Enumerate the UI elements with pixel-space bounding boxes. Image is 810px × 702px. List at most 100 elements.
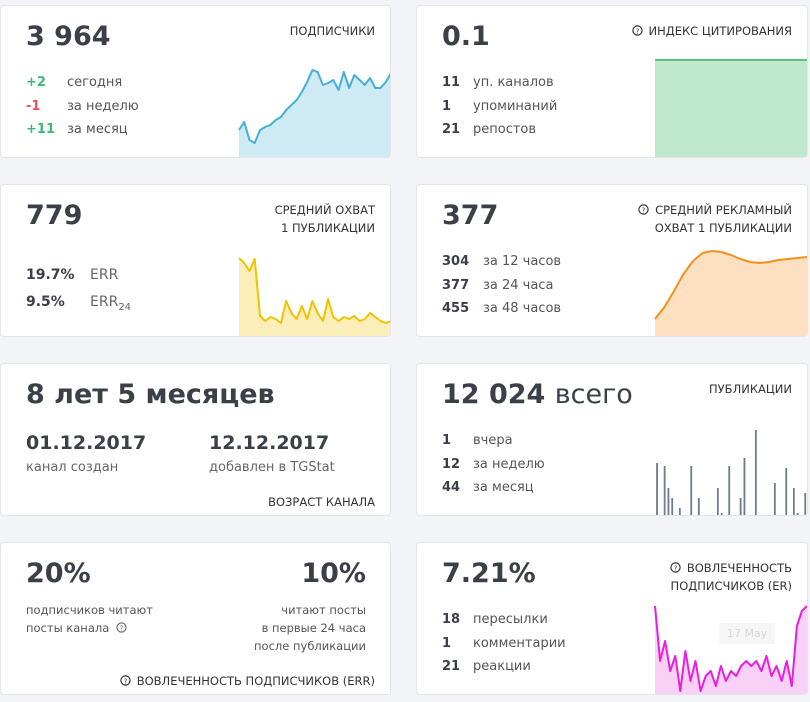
percent-value: 10% [301, 558, 366, 589]
card-citation[interactable]: 0.1 ? ИНДЕКС ЦИТИРОВАНИЯ 11 уп. каналов 1 у… [416, 5, 808, 158]
area-fill [655, 251, 807, 336]
stat-value: 377 [442, 277, 470, 293]
card-value: 779 [26, 200, 83, 231]
percent-text: подписчиков читают посты канала ? [26, 601, 153, 637]
line [654, 250, 807, 320]
subscript: 24 [118, 301, 132, 313]
stat-row: 21 реакции [442, 655, 566, 679]
stat-label: за месяц [473, 480, 534, 495]
stat-row: -1 за неделю [26, 95, 139, 119]
stat-row: 1 упоминаний [442, 95, 557, 119]
stat-label: за месяц [67, 122, 128, 137]
label-line: ОХВАТ 1 ПУБЛИКАЦИИ [654, 221, 792, 235]
stat-value: +11 [26, 122, 55, 137]
sparkline [238, 257, 390, 336]
bar [697, 498, 700, 515]
help-icon[interactable]: ? [116, 622, 127, 633]
card-er[interactable]: 7.21% ? ВОВЛЕЧЕННОСТЬ ПОДПИСЧИКОВ (ER) 18 п… [416, 542, 808, 695]
card-value: 8 лет 5 месяцев [26, 379, 275, 410]
stat-value: -1 [26, 98, 41, 114]
stat-value: 1 [442, 98, 452, 114]
help-icon[interactable]: ? [631, 25, 643, 36]
stat-label: уп. каналов [473, 75, 554, 90]
bar [690, 466, 693, 515]
card-err[interactable]: 20% подписчиков читают посты канала ? 10%… [0, 542, 391, 695]
label-line: ? ВОВЛЕЧЕННОСТЬ [670, 559, 792, 577]
stat-value: 18 [442, 612, 461, 627]
stat-row: 44 за месяц [442, 476, 545, 500]
bar [792, 488, 795, 515]
line [238, 69, 390, 144]
svg-text:?: ? [120, 625, 124, 633]
text-line: читают посты [281, 603, 366, 617]
bar [804, 493, 807, 515]
svg-text:?: ? [642, 207, 646, 215]
bar [773, 483, 776, 515]
area-fill [239, 258, 390, 336]
stat-label: сегодня [67, 75, 123, 90]
stat-label: репостов [473, 122, 537, 137]
label-text: ИНДЕКС ЦИТИРОВАНИЯ [648, 24, 793, 38]
stat-row: 18 пересылки [442, 608, 566, 632]
stat-value: 44 [442, 480, 461, 495]
svg-text:?: ? [123, 678, 127, 686]
date-label: добавлен в TGStat [209, 460, 335, 475]
bar [728, 466, 731, 515]
label-line: ? СРЕДНИЙ РЕКЛАМНЫЙ [638, 201, 792, 219]
card-reach[interactable]: 779 СРЕДНИЙ ОХВАТ 1 ПУБЛИКАЦИИ 19.7% ERR 9… [0, 184, 391, 337]
help-icon[interactable]: ? [670, 562, 681, 573]
bar [743, 458, 746, 515]
stats: 18 пересылки 1 комментарии 21 реакции [442, 608, 566, 679]
stats: 19.7% ERR 9.5% ERR24 [26, 262, 131, 321]
area-fill [239, 70, 390, 157]
text-line: подписчиков читают [26, 603, 153, 617]
stat-row: 377 за 24 часа [442, 274, 561, 298]
stat-label: за 24 часа [483, 277, 554, 293]
stat-value: 11 [442, 75, 461, 90]
card-label: ? ВОВЛЕЧЕННОСТЬ ПОДПИСЧИКОВ (ER) [670, 559, 792, 595]
card-value: 377 [442, 200, 499, 231]
percent-value: 20% [26, 558, 91, 589]
stat-label: упоминаний [473, 98, 558, 114]
card-subscribers[interactable]: 3 964 ПОДПИСЧИКИ +2 сегодня -1 за неделю +… [0, 5, 391, 158]
text-line: после публикации [254, 639, 366, 653]
bar [667, 488, 670, 515]
card-label: ПУБЛИКАЦИИ [709, 382, 792, 396]
stat-value: 19.7% [26, 267, 75, 283]
bar [656, 463, 658, 515]
sparkline [654, 250, 807, 336]
value-number: 12 024 [442, 379, 546, 410]
sparkline [654, 605, 807, 694]
label-line: 1 ПУБЛИКАЦИИ [281, 221, 375, 235]
help-icon[interactable]: ? [638, 204, 649, 215]
svg-text:?: ? [635, 28, 639, 36]
card-ad-reach[interactable]: 377 ? СРЕДНИЙ РЕКЛАМНЫЙ ОХВАТ 1 ПУБЛИКАЦИИ… [416, 184, 808, 337]
bar [720, 513, 723, 515]
card-age[interactable]: 8 лет 5 месяцев 01.12.2017 канал создан … [0, 363, 391, 516]
sparkline [656, 430, 807, 515]
card-label: ? ВОВЛЕЧЕННОСТЬ ПОДПИСЧИКОВ (ERR) [120, 674, 375, 688]
line [654, 605, 807, 692]
stat-value: 304 [442, 254, 470, 269]
card-posts[interactable]: 12 024 всего ПУБЛИКАЦИИ 1 вчера 12 за неде… [416, 363, 808, 516]
stat-value: 21 [442, 659, 461, 674]
bar [739, 498, 742, 515]
stat-row: 19.7% ERR [26, 262, 131, 289]
stat-label: за 12 часов [483, 254, 562, 269]
stat-row: 304 за 12 часов [442, 250, 561, 274]
stat-value: 1 [442, 635, 452, 651]
date-value: 01.12.2017 [26, 432, 147, 454]
bar [678, 508, 681, 515]
label-text: ВОВЛЕЧЕННОСТЬ ПОДПИСЧИКОВ (ERR) [136, 674, 375, 688]
help-icon[interactable]: ? [120, 675, 131, 686]
stat-row: 21 репостов [442, 118, 557, 142]
text-span: посты канала [26, 621, 110, 635]
stats: 11 уп. каналов 1 упоминаний 21 репостов [442, 71, 557, 142]
stats: +2 сегодня -1 за неделю +11 за месяц [26, 71, 139, 142]
card-label: ? СРЕДНИЙ РЕКЛАМНЫЙ ОХВАТ 1 ПУБЛИКАЦИИ [638, 201, 792, 237]
stat-row: 12 за неделю [442, 453, 545, 477]
stat-value: 1 [442, 433, 452, 448]
card-value: 12 024 всего [442, 379, 633, 410]
label-text: СРЕДНИЙ РЕКЛАМНЫЙ [655, 203, 792, 217]
